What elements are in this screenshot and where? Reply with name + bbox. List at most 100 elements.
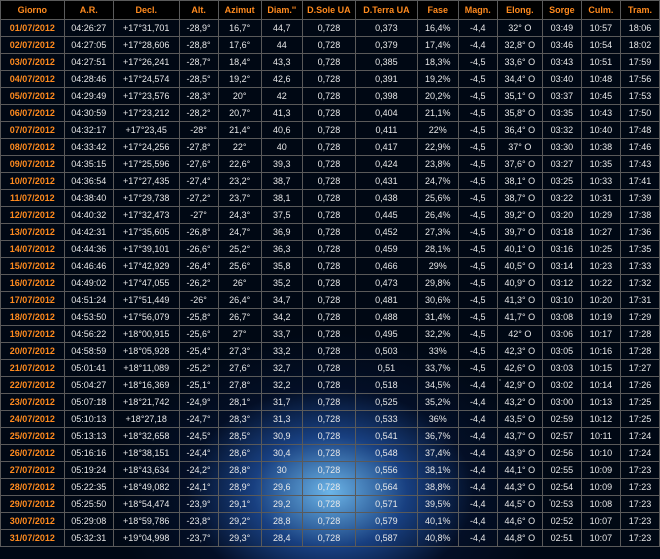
data-cell: 27,6° (218, 360, 261, 377)
data-cell: 17:23 (620, 462, 659, 479)
data-cell: 18,3% (417, 54, 458, 71)
table-row: 07/07/201204:32:17+17°23,45-28°21,4°40,6… (1, 122, 660, 139)
table-row: 28/07/201205:22:35+18°49,082-24,1°28,9°2… (1, 479, 660, 496)
data-cell: 10:14 (581, 377, 620, 394)
data-cell: -28,9° (179, 20, 218, 37)
data-cell: 04:33:42 (64, 139, 113, 156)
data-cell: 0,51 (356, 360, 418, 377)
data-cell: 0,398 (356, 88, 418, 105)
data-cell: 17:27 (620, 360, 659, 377)
data-cell: 0,728 (302, 530, 355, 547)
data-cell: 44,7 (261, 20, 302, 37)
data-cell: 05:16:16 (64, 445, 113, 462)
data-cell: 38,7 (261, 173, 302, 190)
data-cell: 18:02 (620, 37, 659, 54)
data-cell: 0,503 (356, 343, 418, 360)
data-cell: 32,2% (417, 326, 458, 343)
table-row: 31/07/201205:32:31+19°04,998-23,7°29,3°2… (1, 530, 660, 547)
data-cell: 39,2° O (497, 207, 542, 224)
data-cell: +18°49,082 (113, 479, 179, 496)
data-cell: 41,3° O (497, 292, 542, 309)
data-cell: -25,1° (179, 377, 218, 394)
data-cell: 0,459 (356, 241, 418, 258)
data-cell: 40,5° O (497, 258, 542, 275)
data-cell: 02:57 (542, 428, 581, 445)
data-cell: 10:16 (581, 343, 620, 360)
data-cell: 02:55 (542, 462, 581, 479)
data-cell: 0,466 (356, 258, 418, 275)
data-cell: 17,6° (218, 37, 261, 54)
data-cell: 40,1% (417, 513, 458, 530)
data-cell: 18:06 (620, 20, 659, 37)
data-cell: 03:02 (542, 377, 581, 394)
date-cell: 04/07/2012 (1, 71, 65, 88)
data-cell: 38,7° O (497, 190, 542, 207)
data-cell: 25,2° (218, 241, 261, 258)
data-cell: +17°31,701 (113, 20, 179, 37)
data-cell: +18°21,742 (113, 394, 179, 411)
data-cell: 28,4 (261, 530, 302, 547)
data-cell: 0,728 (302, 207, 355, 224)
data-cell: 36,7% (417, 428, 458, 445)
data-cell: 10:31 (581, 190, 620, 207)
data-cell: 41,7° O (497, 309, 542, 326)
data-cell: -4,5 (458, 275, 497, 292)
data-cell: 22° (218, 139, 261, 156)
data-cell: 30,9 (261, 428, 302, 445)
data-cell: 03:00 (542, 394, 581, 411)
data-cell: 0,579 (356, 513, 418, 530)
data-cell: 25,6° (218, 258, 261, 275)
table-row: 12/07/201204:40:32+17°32,473-27°24,3°37,… (1, 207, 660, 224)
date-cell: 25/07/2012 (1, 428, 65, 445)
data-cell: -4,4 (458, 428, 497, 445)
data-cell: 0,518 (356, 377, 418, 394)
data-cell: 02:54 (542, 479, 581, 496)
data-cell: -24,4° (179, 445, 218, 462)
data-cell: 10:08 (581, 496, 620, 513)
table-row: 09/07/201204:35:15+17°25,596-27,6°22,6°3… (1, 156, 660, 173)
data-cell: 0,488 (356, 309, 418, 326)
data-cell: 05:25:50 (64, 496, 113, 513)
data-cell: 16,7° (218, 20, 261, 37)
data-cell: 17:25 (620, 411, 659, 428)
data-cell: 03:22 (542, 190, 581, 207)
data-cell: 35,2 (261, 275, 302, 292)
data-cell: +17°35,605 (113, 224, 179, 241)
data-cell: 05:07:18 (64, 394, 113, 411)
data-cell: 38,1° O (497, 173, 542, 190)
data-cell: 26,7° (218, 309, 261, 326)
data-cell: -4,5 (458, 71, 497, 88)
col-header: D.Terra UA (356, 1, 418, 20)
data-cell: -4,5 (458, 207, 497, 224)
data-cell: -24,9° (179, 394, 218, 411)
data-cell: 33,7% (417, 360, 458, 377)
data-cell: +17°24,574 (113, 71, 179, 88)
data-cell: 17:59 (620, 54, 659, 71)
data-cell: 03:12 (542, 275, 581, 292)
data-cell: 0,445 (356, 207, 418, 224)
data-cell: 17:46 (620, 139, 659, 156)
data-cell: 04:40:32 (64, 207, 113, 224)
data-cell: -4,5 (458, 343, 497, 360)
data-cell: 23,8% (417, 156, 458, 173)
data-cell: -26,8° (179, 224, 218, 241)
data-cell: 17:38 (620, 207, 659, 224)
data-cell: 41,3 (261, 105, 302, 122)
data-cell: 17:23 (620, 479, 659, 496)
data-cell: +18°43,634 (113, 462, 179, 479)
data-cell: 10:13 (581, 394, 620, 411)
data-cell: 0,481 (356, 292, 418, 309)
data-cell: -26,4° (179, 258, 218, 275)
date-cell: 15/07/2012 (1, 258, 65, 275)
data-cell: 42,9° O (497, 377, 542, 394)
data-cell: 04:38:40 (64, 190, 113, 207)
data-cell: +17°29,738 (113, 190, 179, 207)
date-cell: 20/07/2012 (1, 343, 65, 360)
data-cell: 0,728 (302, 71, 355, 88)
data-cell: 24,7° (218, 224, 261, 241)
data-cell: 28,8 (261, 513, 302, 530)
data-cell: 02:59 (542, 411, 581, 428)
data-cell: 43,3 (261, 54, 302, 71)
data-cell: 35,2% (417, 394, 458, 411)
table-row: 24/07/201205:10:13+18°27,18-24,7°28,3°31… (1, 411, 660, 428)
